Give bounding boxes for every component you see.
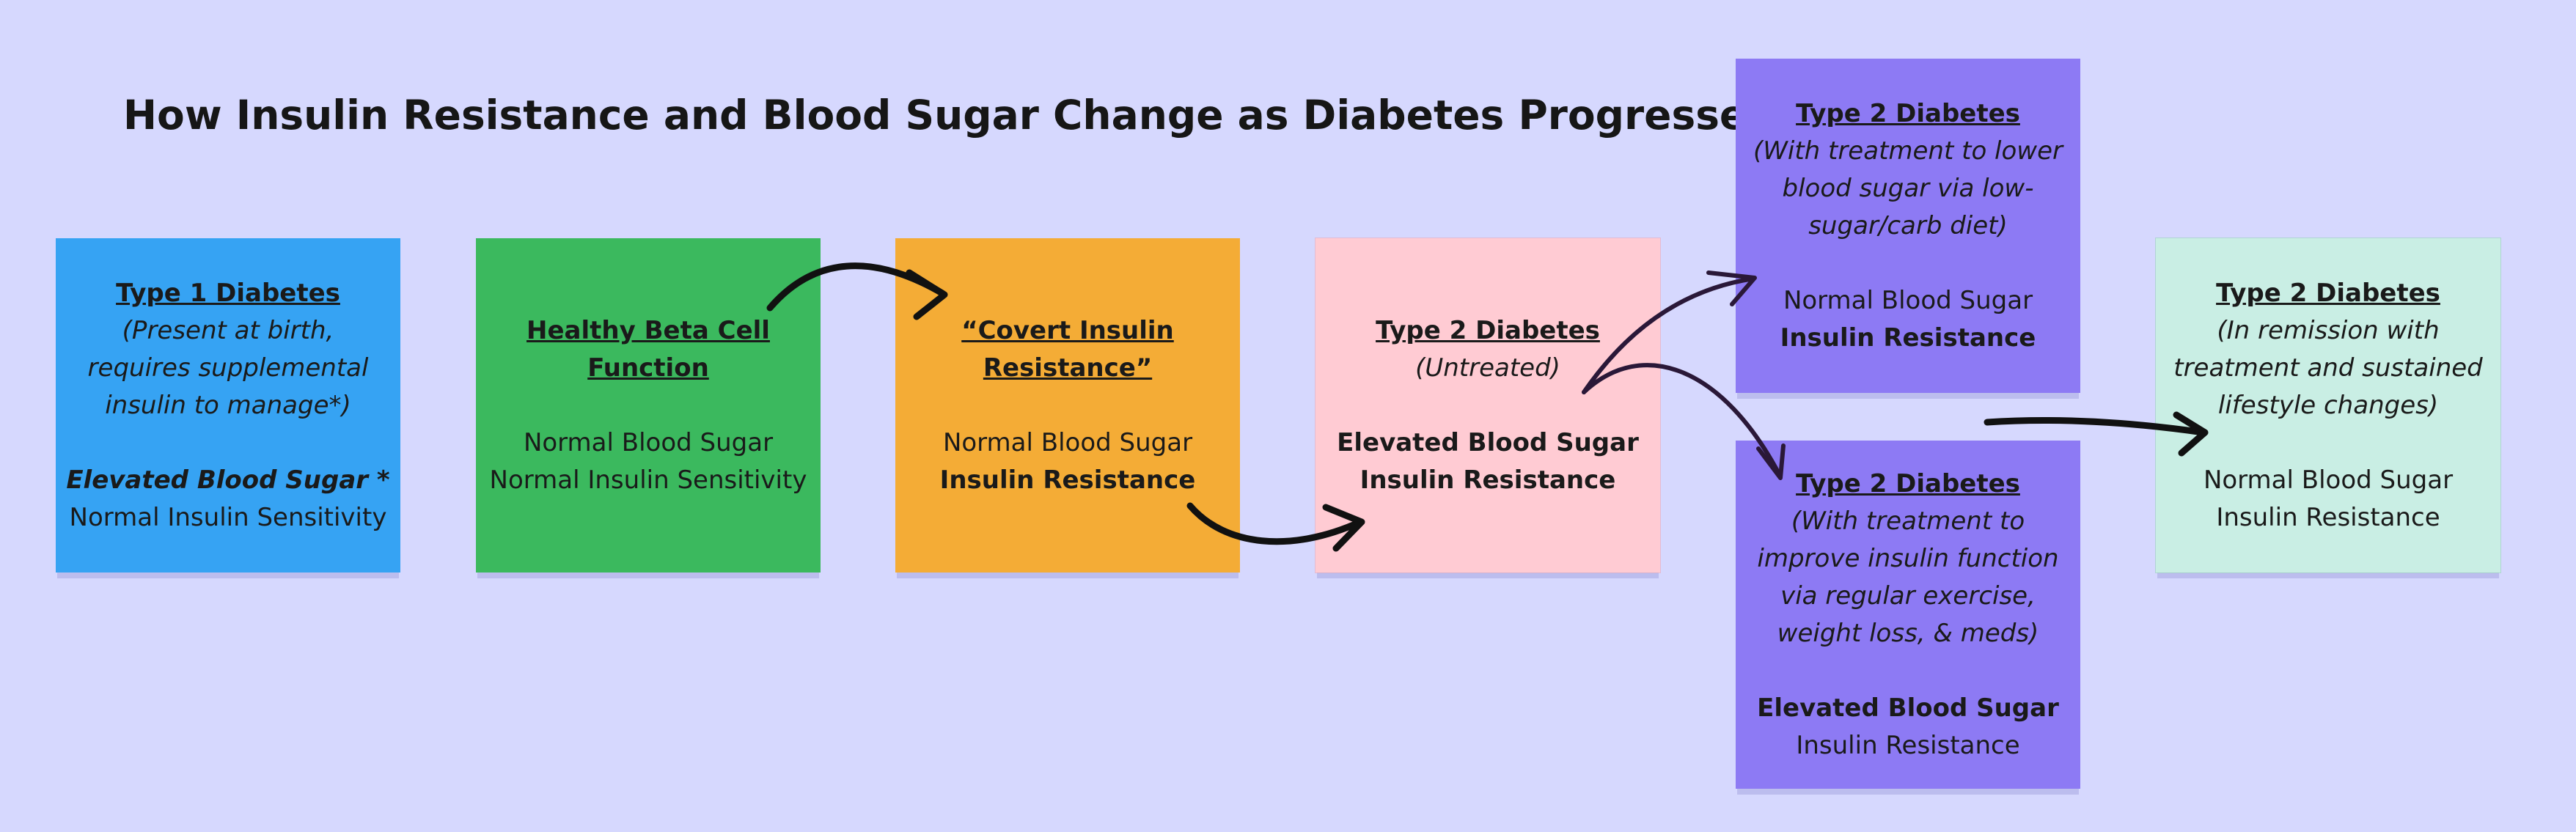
insulin-status: Insulin Resistance: [1780, 323, 2036, 353]
card-note-line: lifestyle changes): [2217, 390, 2439, 420]
card-note-line: via regular exercise,: [1780, 581, 2036, 611]
card-note-line: blood sugar via low-: [1782, 173, 2034, 203]
blood-sugar-status: Normal Blood Sugar: [1783, 285, 2033, 315]
card-note-line: insulin to manage*): [105, 390, 351, 420]
card-heading: “Covert Insulin: [961, 315, 1174, 345]
card-heading: Type 2 Diabetes: [2216, 278, 2440, 308]
insulin-status: Normal Insulin Sensitivity: [69, 502, 387, 532]
card-note-line: requires supplemental: [87, 353, 369, 383]
card-heading: Healthy Beta Cell: [526, 315, 770, 345]
insulin-status: Insulin Resistance: [1796, 730, 2020, 760]
blood-sugar-status: Elevated Blood Sugar *: [66, 465, 390, 495]
insulin-status: Insulin Resistance: [1359, 465, 1616, 495]
card-note-line: (With treatment to lower: [1753, 136, 2063, 166]
card-note-line: (Untreated): [1415, 353, 1560, 383]
blood-sugar-status: Normal Blood Sugar: [2203, 465, 2454, 495]
card-covert-insulin-resistance: “Covert Insulin Resistance” Normal Blood…: [895, 238, 1240, 573]
blood-sugar-status: Normal Blood Sugar: [942, 427, 1193, 457]
card-type-2-untreated: Type 2 Diabetes (Untreated) Elevated Blo…: [1315, 238, 1660, 573]
card-type-2-remission: Type 2 Diabetes (In remission with treat…: [2156, 238, 2500, 573]
blood-sugar-status: Normal Blood Sugar: [523, 427, 774, 457]
card-heading: Type 2 Diabetes: [1796, 468, 2020, 498]
diagram-title: How Insulin Resistance and Blood Sugar C…: [123, 92, 1771, 139]
card-note-line: treatment and sustained: [2173, 353, 2483, 383]
card-healthy-beta-cell: Healthy Beta Cell Function Normal Blood …: [476, 238, 821, 573]
card-heading: Function: [587, 353, 709, 383]
card-note-line: (With treatment to: [1791, 506, 2025, 536]
card-note-line: sugar/carb diet): [1808, 210, 2008, 240]
insulin-status: Insulin Resistance: [939, 465, 1196, 495]
card-type-2-exercise-treatment: Type 2 Diabetes (With treatment to impro…: [1736, 441, 2080, 789]
card-note-line: (Present at birth,: [122, 315, 334, 345]
card-heading: Resistance”: [983, 353, 1153, 383]
card-note-line: improve insulin function: [1757, 543, 2059, 573]
blood-sugar-status: Elevated Blood Sugar: [1757, 693, 2059, 723]
card-type-2-diet-treatment: Type 2 Diabetes (With treatment to lower…: [1736, 59, 2080, 393]
insulin-status: Normal Insulin Sensitivity: [489, 465, 807, 495]
card-type-1-diabetes: Type 1 Diabetes (Present at birth, requi…: [56, 238, 400, 573]
card-heading: Type 1 Diabetes: [116, 278, 340, 308]
blood-sugar-status: Elevated Blood Sugar: [1337, 427, 1639, 457]
card-heading: Type 2 Diabetes: [1796, 98, 2020, 128]
card-heading: Type 2 Diabetes: [1376, 315, 1600, 345]
card-note-line: (In remission with: [2217, 315, 2440, 345]
card-note-line: weight loss, & meds): [1777, 618, 2039, 648]
insulin-status: Insulin Resistance: [2216, 502, 2440, 532]
